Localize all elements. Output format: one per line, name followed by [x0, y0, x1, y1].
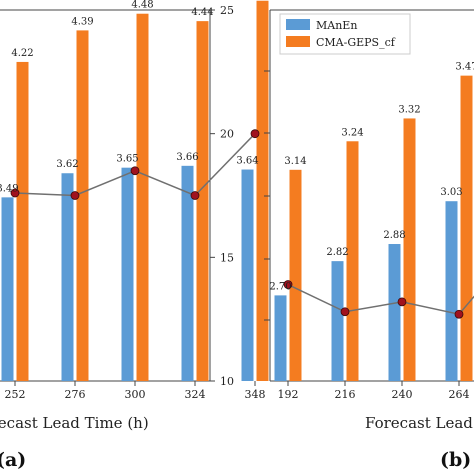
- panel-a-x-axis-title: Forecast Lead Time (h): [0, 414, 149, 432]
- bar-value-label: 3.14: [284, 156, 306, 167]
- bar-value-label: 3.65: [116, 154, 138, 165]
- bar-value-label: 2.82: [326, 247, 348, 258]
- line-marker: [250, 129, 260, 139]
- panel-a: 3.494.223.624.393.654.483.664.443.644.55…: [0, 0, 269, 471]
- bar-value-label: 2.70: [269, 281, 291, 292]
- x-tick-label: 240: [392, 388, 413, 401]
- bar-cma-geps-cf: [346, 141, 359, 381]
- bar-value-label: 2.88: [383, 230, 405, 241]
- bar-value-label: 4.48: [131, 0, 153, 11]
- line-marker: [397, 297, 407, 307]
- bar-manen: [181, 165, 194, 381]
- line-marker: [70, 191, 80, 200]
- bar-cma-geps-cf: [256, 0, 269, 381]
- x-tick-label: 324: [185, 388, 206, 401]
- bar-value-label: 3.03: [440, 187, 462, 198]
- bar-manen: [445, 201, 458, 381]
- x-tick-label: 264: [449, 388, 470, 401]
- bar-value-label: 3.66: [176, 152, 198, 163]
- bar-value-label: 3.64: [236, 156, 258, 167]
- x-tick-label: 216: [335, 388, 356, 401]
- bar-value-label: 4.39: [71, 16, 93, 27]
- panel-b-x-axis-title: Forecast Lead Time: [365, 414, 474, 432]
- bar-cma-geps-cf: [196, 21, 209, 381]
- bar-manen: [1, 197, 14, 381]
- bar-cma-geps-cf: [289, 169, 302, 381]
- x-tick-label: 300: [125, 388, 146, 401]
- line-marker: [190, 191, 200, 200]
- right-y-tick-label: 10: [220, 375, 234, 388]
- line-marker: [10, 188, 20, 198]
- bar-manen: [274, 295, 287, 381]
- bar-cma-geps-cf: [16, 61, 29, 381]
- line-marker: [454, 309, 464, 319]
- x-tick-label: 252: [5, 388, 26, 401]
- x-tick-label: 348: [245, 388, 266, 401]
- right-y-tick-label: 20: [220, 128, 234, 141]
- bar-manen: [121, 167, 134, 381]
- line-marker: [130, 166, 140, 176]
- bar-value-label: 4.44: [191, 7, 213, 18]
- x-tick-label: 276: [65, 388, 86, 401]
- bar-manen: [331, 261, 344, 381]
- legend-label-manen: MAnEn: [316, 19, 357, 32]
- bar-manen: [388, 244, 401, 381]
- bar-cma-geps-cf: [403, 118, 416, 381]
- panel-b: 2.70 3.14 2.82 3.24 2.88 3.32 3.03 3.47 192 216 2…: [264, 9, 474, 471]
- line-marker: [340, 307, 350, 317]
- bar-value-label: 3.47: [455, 62, 474, 73]
- bar-manen: [61, 173, 74, 381]
- line-marker: [283, 280, 293, 289]
- bar-cma-geps-cf: [76, 30, 89, 382]
- bar-value-label: 3.24: [341, 127, 363, 138]
- legend: MAnEn CMA-GEPS_cf: [279, 13, 411, 55]
- legend-swatch-manen: [286, 19, 310, 30]
- bar-value-label: 3.62: [56, 159, 78, 170]
- legend-swatch-cma-geps-cf: [286, 36, 310, 47]
- bar-manen: [241, 169, 254, 381]
- bar-cma-geps-cf: [136, 13, 149, 382]
- bar-cma-geps-cf: [460, 75, 473, 381]
- right-y-tick-label: 15: [220, 251, 234, 264]
- bar-value-label: 4.22: [11, 48, 33, 59]
- legend-label-cma-geps-cf: CMA-GEPS_cf: [316, 36, 396, 49]
- panel-a-label: (a): [0, 449, 26, 471]
- panel-b-label: (b): [440, 449, 471, 471]
- bar-value-label: 3.49: [0, 183, 19, 194]
- right-y-tick-label: 25: [220, 4, 234, 17]
- x-tick-label: 192: [278, 388, 299, 401]
- bar-value-label: 3.32: [398, 104, 420, 115]
